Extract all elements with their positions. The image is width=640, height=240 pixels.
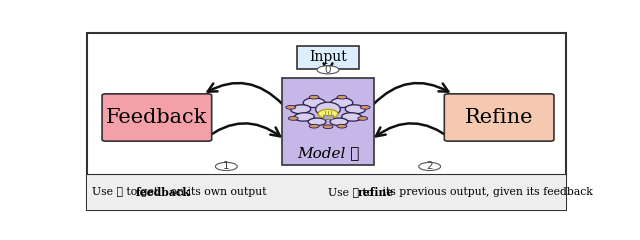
Text: Feedback: Feedback (106, 108, 207, 127)
Circle shape (337, 95, 347, 99)
Circle shape (419, 162, 440, 171)
Circle shape (360, 106, 370, 109)
Ellipse shape (294, 113, 314, 121)
FancyBboxPatch shape (444, 94, 554, 141)
FancyBboxPatch shape (282, 78, 374, 165)
Text: its previous output, given its feedback: its previous output, given its feedback (379, 187, 593, 197)
Text: Input: Input (309, 50, 347, 65)
Circle shape (317, 66, 339, 74)
Circle shape (288, 117, 298, 120)
Ellipse shape (330, 118, 348, 126)
Text: Refine: Refine (465, 108, 533, 127)
Ellipse shape (331, 98, 353, 108)
Text: on its own output: on its own output (167, 187, 267, 197)
Ellipse shape (345, 105, 365, 114)
FancyArrowPatch shape (205, 123, 280, 139)
FancyBboxPatch shape (102, 94, 212, 141)
Circle shape (216, 162, 237, 171)
Text: Use ℳ to get: Use ℳ to get (92, 187, 162, 197)
Circle shape (286, 106, 296, 109)
Text: 2: 2 (426, 162, 433, 171)
FancyArrowPatch shape (373, 83, 449, 104)
Circle shape (309, 95, 319, 99)
Circle shape (309, 124, 319, 128)
Ellipse shape (308, 118, 326, 126)
FancyBboxPatch shape (323, 115, 333, 119)
Text: Use ℳ to: Use ℳ to (328, 187, 377, 197)
Ellipse shape (316, 102, 340, 116)
Ellipse shape (318, 109, 338, 118)
Ellipse shape (303, 98, 325, 108)
Circle shape (358, 117, 368, 120)
Circle shape (337, 124, 347, 128)
FancyBboxPatch shape (297, 46, 359, 69)
Text: feedback: feedback (136, 187, 191, 198)
Ellipse shape (342, 113, 362, 121)
Ellipse shape (291, 105, 311, 114)
FancyArrowPatch shape (376, 123, 451, 139)
FancyArrowPatch shape (207, 83, 283, 104)
Text: 1: 1 (223, 162, 230, 171)
Text: 0: 0 (324, 65, 332, 75)
FancyBboxPatch shape (88, 174, 566, 210)
Text: Model ℳ: Model ℳ (297, 147, 359, 161)
Text: refine: refine (357, 187, 394, 198)
Circle shape (323, 125, 333, 129)
